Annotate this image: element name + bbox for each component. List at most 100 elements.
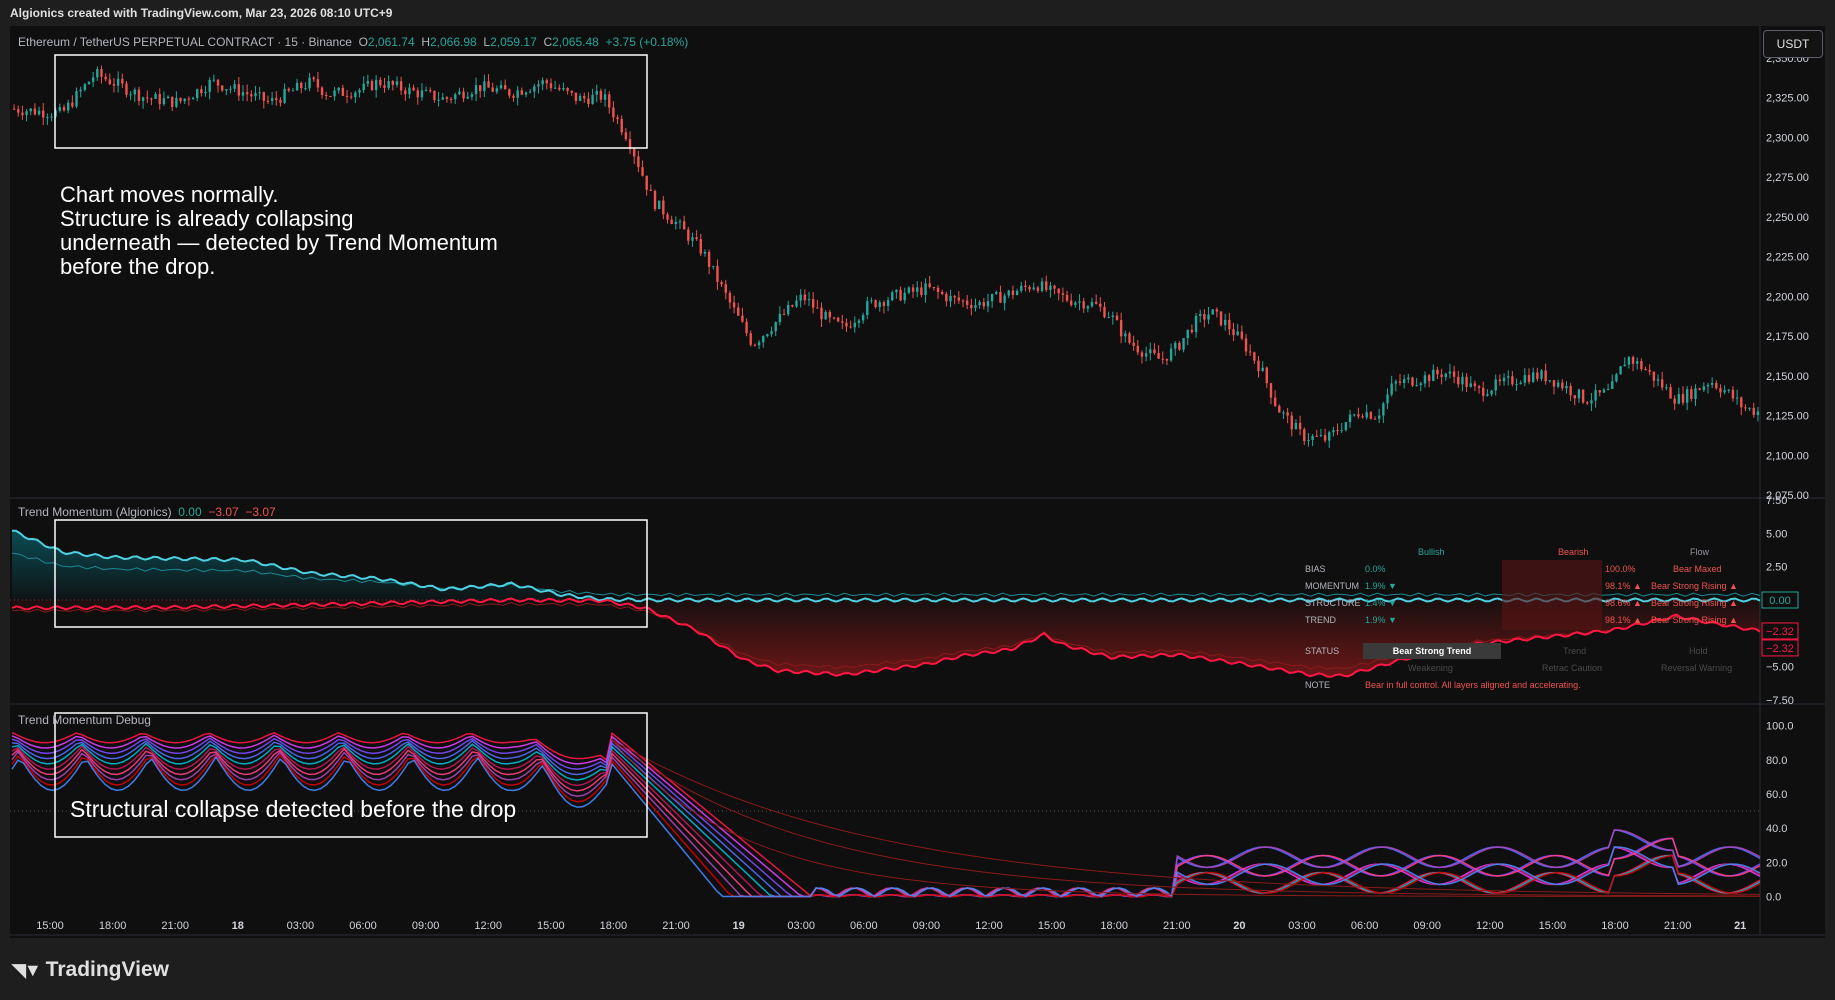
candle-body: [945, 293, 948, 302]
tradingview-logo[interactable]: ◥▼ TradingView: [12, 958, 169, 981]
candle-body: [1298, 422, 1302, 430]
candle-body: [558, 87, 561, 90]
price-tick-label: 2,300.00: [1766, 132, 1809, 144]
candle-body: [158, 94, 161, 105]
candle-body: [399, 81, 403, 91]
candle-body: [1748, 407, 1751, 409]
candle-body: [849, 326, 852, 328]
candle-body: [791, 305, 794, 307]
bullish-line: [11, 529, 1761, 603]
candle-body: [737, 307, 740, 316]
price-tick-label: 2,275.00: [1766, 172, 1809, 184]
price-tick-label: 2,250.00: [1766, 212, 1809, 224]
candle-body: [541, 80, 544, 85]
candle-body: [100, 68, 103, 77]
candle-body: [1731, 389, 1735, 399]
candle-body: [712, 265, 715, 267]
candle-body: [50, 116, 53, 118]
candle-body: [12, 108, 16, 110]
candle-body: [786, 305, 790, 315]
table-header-flow: Flow: [1690, 547, 1710, 557]
candle-body: [1273, 397, 1277, 406]
candle-body: [670, 219, 673, 225]
debug-decay-line: [610, 738, 1761, 897]
indicator-legend[interactable]: Trend Momentum (Algionics) 0.00 −3.07 −3…: [18, 505, 276, 519]
indicator-tick-label: 2.50: [1766, 562, 1787, 574]
currency-button[interactable]: USDT: [1763, 30, 1823, 58]
indicator-value-3: −3.07: [245, 505, 276, 519]
debug-title[interactable]: Trend Momentum Debug: [18, 713, 151, 727]
candle-body: [545, 80, 549, 84]
time-tick-label: 19: [732, 920, 744, 932]
candle-body: [1107, 317, 1110, 319]
symbol-legend[interactable]: Ethereum / TetherUS PERPETUAL CONTRACT ·…: [18, 35, 689, 49]
candle-body: [137, 89, 141, 101]
debug-decay-line: [611, 738, 1761, 897]
candle-body: [46, 116, 49, 118]
candle-body: [1323, 435, 1327, 441]
candle-body: [333, 90, 336, 97]
table-header-bearish: Bearish: [1558, 547, 1589, 557]
candle-body: [171, 96, 174, 107]
candle-body: [454, 94, 457, 100]
candle-body: [957, 297, 961, 301]
candle-body: [562, 88, 565, 90]
candle-body: [886, 300, 890, 306]
debug-tick-label: 40.0: [1766, 823, 1787, 835]
indicator-tick-label: 5.00: [1766, 528, 1787, 540]
candle-body: [1473, 383, 1477, 387]
candle-body: [1161, 358, 1164, 360]
candle-body: [1319, 435, 1323, 437]
candle-body: [1132, 342, 1135, 346]
candle-body: [304, 88, 307, 90]
candle-body: [745, 321, 748, 334]
candle-body: [699, 239, 702, 254]
candle-body: [649, 189, 653, 191]
candle-body: [1752, 407, 1755, 415]
price-tick-label: 2,125.00: [1766, 411, 1809, 423]
candle-body: [841, 321, 844, 323]
open-value: 2,061.74: [367, 35, 415, 49]
candle-body: [1065, 294, 1069, 301]
candle-body: [1382, 403, 1385, 416]
candle-body: [878, 302, 881, 308]
candle-body: [757, 342, 761, 346]
candle-body: [657, 200, 661, 210]
candle-body: [1036, 287, 1040, 291]
candle-body: [1432, 369, 1435, 381]
time-tick-label: 15:00: [1539, 920, 1567, 932]
candle-body: [1569, 385, 1572, 396]
candle-body: [1057, 288, 1060, 294]
candle-body: [1415, 385, 1418, 387]
candle-body: [1556, 382, 1560, 387]
candle-body: [1544, 370, 1547, 382]
debug-annotation: Structural collapse detected before the …: [70, 796, 517, 822]
candle-body: [1540, 370, 1543, 379]
time-tick-label: 06:00: [1351, 920, 1379, 932]
candle-body: [71, 102, 74, 107]
candle-body: [986, 301, 990, 307]
candle-body: [1590, 400, 1593, 404]
candle-body: [1332, 430, 1335, 433]
candle-body: [774, 322, 777, 332]
candle-body: [940, 291, 944, 294]
candle-body: [108, 79, 112, 85]
candle-body: [633, 148, 636, 157]
candle-body: [270, 98, 274, 101]
candle-body: [499, 85, 503, 89]
debug-tick-label: 0.0: [1766, 891, 1781, 903]
candle-body: [766, 334, 769, 337]
status-retrac-caution: Retrac Caution: [1542, 663, 1603, 673]
candle-body: [595, 90, 598, 95]
candle-body: [1515, 384, 1518, 386]
candle-body: [1594, 390, 1597, 401]
candle-body: [549, 83, 553, 89]
candle-body: [512, 95, 515, 98]
candle-body: [566, 88, 569, 91]
candle-body: [1369, 412, 1373, 419]
candle-body: [420, 90, 424, 98]
time-tick-label: 18: [232, 920, 244, 932]
candle-body: [1477, 386, 1481, 388]
candle-body: [1278, 405, 1281, 413]
candle-body: [503, 85, 507, 90]
